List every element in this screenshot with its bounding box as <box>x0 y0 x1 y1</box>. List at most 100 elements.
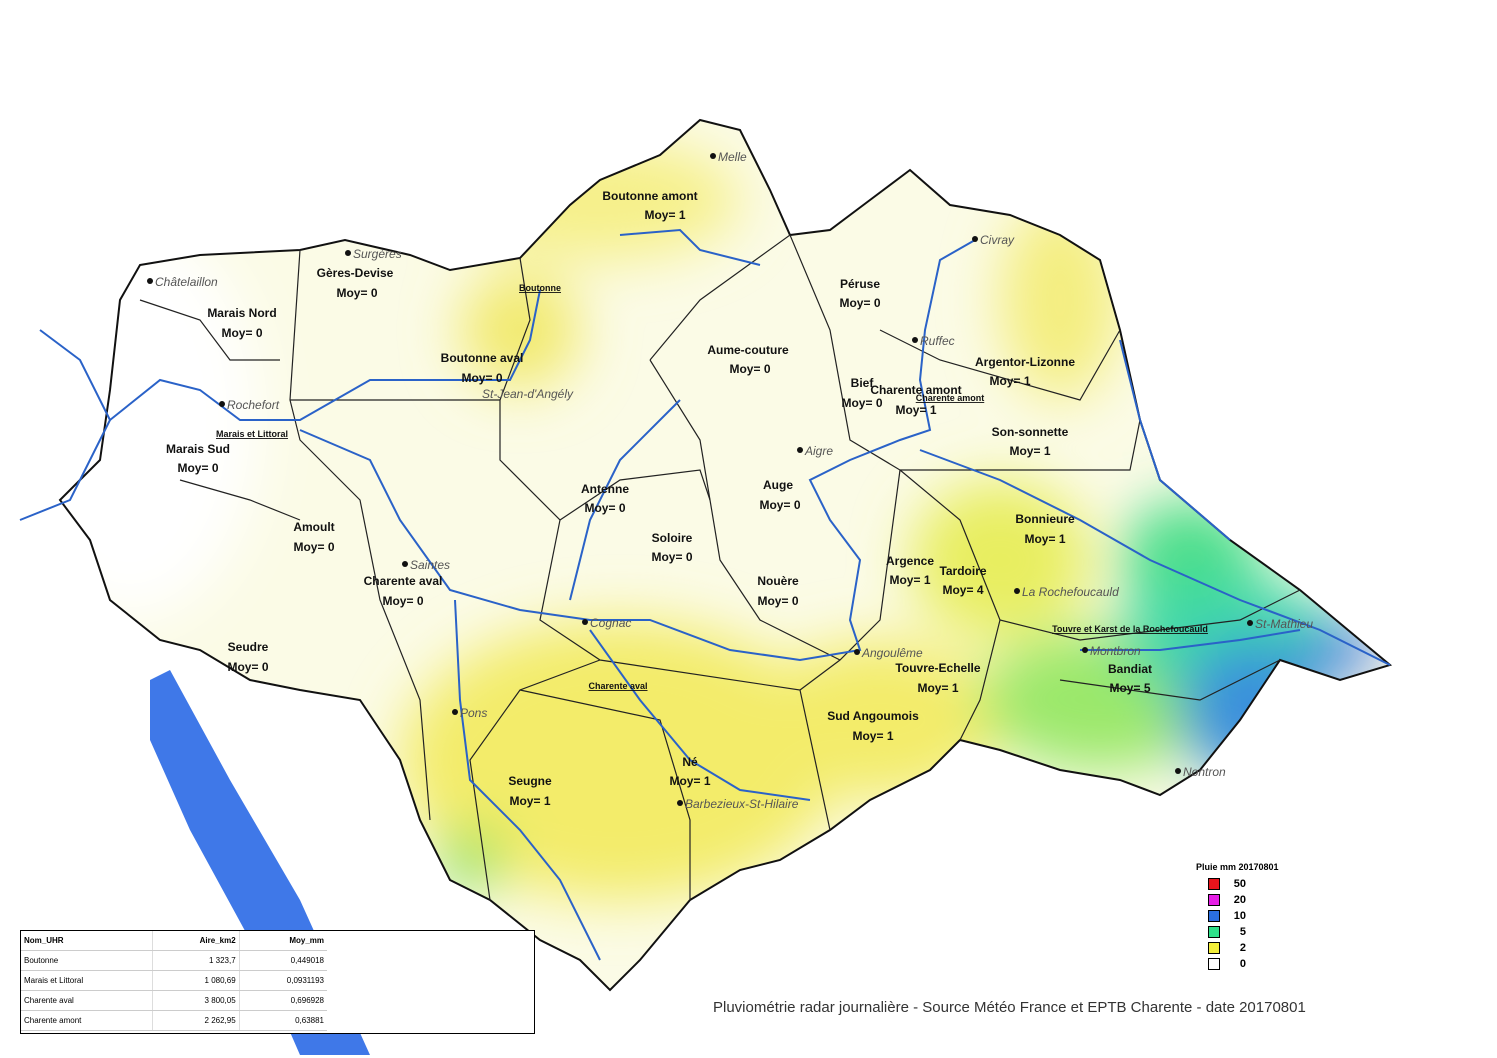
town-label: Pons <box>460 706 487 720</box>
legend-item: 50 <box>1196 876 1279 892</box>
basin-moy: Moy= 0 <box>177 461 218 475</box>
table-row: Charente amont 2 262,95 0,63881 <box>21 1010 327 1031</box>
basin-name: Marais Nord <box>207 306 276 320</box>
legend-item: 5 <box>1196 924 1279 940</box>
legend-value: 2 <box>1239 942 1246 954</box>
legend-value: 5 <box>1239 926 1246 938</box>
legend-value: 20 <box>1233 894 1246 906</box>
basin-name: Bonnieure <box>1015 512 1075 526</box>
legend-item: 10 <box>1196 908 1279 924</box>
basin-name: Bief <box>851 376 875 390</box>
uhr-label: Charente amont <box>916 393 985 403</box>
town-label: Rochefort <box>227 398 280 412</box>
basin-name: Auge <box>763 478 793 492</box>
legend-title: Pluie mm 20170801 <box>1196 862 1279 872</box>
cell: Charente amont <box>21 1010 153 1031</box>
basin-moy: Moy= 1 <box>852 729 893 743</box>
town-label: Angoulême <box>861 646 923 660</box>
basin-name: Tardoire <box>939 564 986 578</box>
basin-name: Bandiat <box>1108 662 1152 676</box>
town-labels: Melle Surgères Châtelaillon Civray Ruffe… <box>147 150 1313 811</box>
cell: 0,0931193 <box>238 970 327 991</box>
uhr-label: Charente aval <box>588 681 647 691</box>
legend-item: 0 <box>1196 956 1279 972</box>
table-row: Charente aval 3 800,05 0,696928 <box>21 990 327 1011</box>
basin-name: Sud Angoumois <box>827 709 919 723</box>
basin-name: Touvre-Echelle <box>895 661 980 675</box>
basin-name: Antenne <box>581 482 629 496</box>
basin-moy: Moy= 1 <box>889 573 930 587</box>
basin-name: Soloire <box>652 531 693 545</box>
basin-name: Marais Sud <box>166 442 230 456</box>
cell: 0,696928 <box>238 990 327 1011</box>
town-label: Nontron <box>1183 765 1226 779</box>
town-label: Melle <box>718 150 747 164</box>
basin-name: Né <box>682 755 698 769</box>
column-header: Moy_mm <box>238 931 327 951</box>
basin-moy: Moy= 0 <box>651 550 692 564</box>
basin-moy: Moy= 1 <box>1009 444 1050 458</box>
basin-moy: Moy= 0 <box>757 594 798 608</box>
basin-name: Seudre <box>228 640 269 654</box>
cell: Boutonne <box>21 950 153 971</box>
basin-moy: Moy= 1 <box>669 774 710 788</box>
basin-name: Amoult <box>293 520 334 534</box>
cell: 3 800,05 <box>152 990 240 1011</box>
basin-moy: Moy= 0 <box>759 498 800 512</box>
basin-name: Boutonne amont <box>602 189 697 203</box>
legend-swatch <box>1208 910 1220 922</box>
town-label: St-Jean-d'Angély <box>482 387 574 401</box>
basin-name: Charente amont <box>870 383 961 397</box>
town-label: Saintes <box>410 558 450 572</box>
basin-moy: Moy= 1 <box>895 403 936 417</box>
basin-moy: Moy= 0 <box>584 501 625 515</box>
legend-swatch <box>1208 942 1220 954</box>
town-label: Ruffec <box>920 334 955 348</box>
map-caption: Pluviométrie radar journalière - Source … <box>713 999 1306 1016</box>
table-row: Marais et Littoral 1 080,69 0,0931193 <box>21 970 327 991</box>
basin-name: Argence <box>886 554 934 568</box>
town-label: Aigre <box>804 444 833 458</box>
town-label: Châtelaillon <box>155 275 218 289</box>
catchment-outline <box>58 118 1393 992</box>
basin-moy: Moy= 5 <box>1109 681 1150 695</box>
uhr-label: Boutonne <box>519 283 561 293</box>
cell: 1 323,7 <box>152 950 240 971</box>
legend-swatch <box>1208 926 1220 938</box>
basin-moy: Moy= 4 <box>942 583 983 597</box>
basin-moy: Moy= 0 <box>841 396 882 410</box>
table-row: Boutonne 1 323,7 0,449018 <box>21 950 327 971</box>
cell: 2 262,95 <box>152 1010 240 1031</box>
town-label: Civray <box>980 233 1015 247</box>
cell: 0,449018 <box>238 950 327 971</box>
basin-moy: Moy= 0 <box>729 362 770 376</box>
basin-name: Gères-Devise <box>317 266 394 280</box>
legend-value: 10 <box>1233 910 1246 922</box>
basin-moy: Moy= 0 <box>336 286 377 300</box>
uhr-label: Marais et Littoral <box>216 429 288 439</box>
town-label: St-Mathieu <box>1255 617 1313 631</box>
basin-moy: Moy= 1 <box>644 208 685 222</box>
basin-name: Son-sonnette <box>992 425 1069 439</box>
legend-swatch <box>1208 878 1220 890</box>
basin-name: Péruse <box>840 277 880 291</box>
legend-item: 2 <box>1196 940 1279 956</box>
town-label: Surgères <box>353 247 402 261</box>
uhr-labels: Boutonne Marais et Littoral Charente amo… <box>216 283 1208 691</box>
uhr-summary-table: Nom_UHR Aire_km2 Moy_mm Boutonne 1 323,7 0… <box>20 930 535 1034</box>
basin-name: Boutonne aval <box>441 351 524 365</box>
basin-moy: Moy= 0 <box>293 540 334 554</box>
cell: Charente aval <box>21 990 153 1011</box>
column-header: Nom_UHR <box>21 931 153 951</box>
rivers <box>19 228 1391 961</box>
town-label: Cognac <box>590 616 631 630</box>
basin-moy: Moy= 0 <box>221 326 262 340</box>
basin-name: Seugne <box>508 774 552 788</box>
basin-moy: Moy= 1 <box>509 794 550 808</box>
cell: Marais et Littoral <box>21 970 153 991</box>
town-label: Barbezieux-St-Hilaire <box>685 797 799 811</box>
legend-value: 50 <box>1233 878 1246 890</box>
